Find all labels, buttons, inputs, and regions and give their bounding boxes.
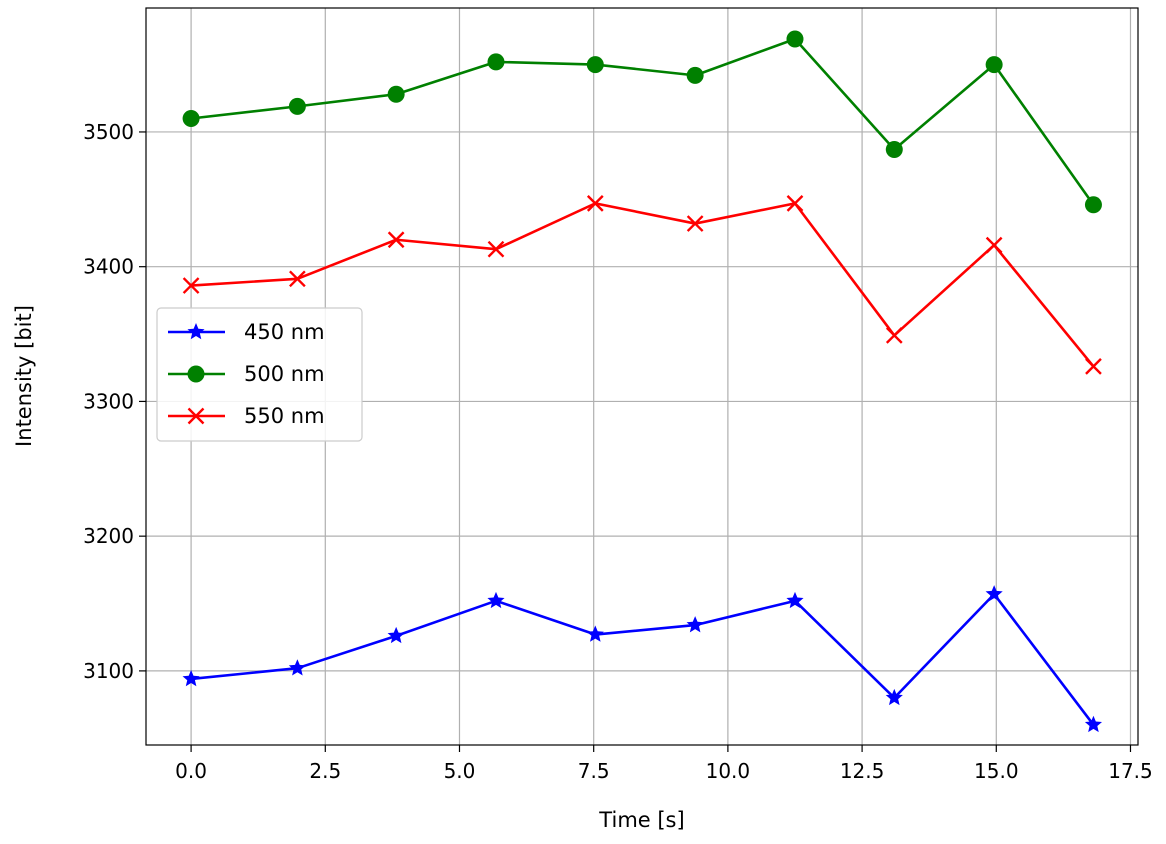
y-tick-label: 3400 <box>83 255 134 279</box>
data-point <box>686 616 704 633</box>
x-tick-label: 15.0 <box>974 759 1019 783</box>
data-point <box>586 195 604 212</box>
series-550-nm <box>182 195 1102 375</box>
legend-item: 550 nm <box>168 404 325 428</box>
data-point <box>985 585 1003 602</box>
data-point <box>686 215 704 232</box>
x-axis-label: Time [s] <box>598 808 684 832</box>
x-tick-label: 0.0 <box>175 759 207 783</box>
data-point <box>387 231 405 249</box>
legend-label: 550 nm <box>244 404 325 428</box>
plot-frame <box>145 7 1139 746</box>
series-line <box>190 592 1095 726</box>
data-point <box>786 195 804 212</box>
data-point <box>985 236 1003 254</box>
x-tick-label: 2.5 <box>309 759 341 783</box>
data-point <box>885 140 903 158</box>
data-point <box>1084 196 1102 214</box>
data-point <box>1084 715 1103 733</box>
data-point <box>387 85 405 103</box>
data-point <box>288 659 306 676</box>
data-point <box>885 327 903 344</box>
x-tick-label: 12.5 <box>840 759 885 783</box>
legend-item: 450 nm <box>168 320 325 344</box>
legend-marker <box>187 407 205 425</box>
y-tick-label: 3500 <box>83 120 134 144</box>
legend: 450 nm 500 nm 550 nm <box>156 307 363 442</box>
data-point <box>985 56 1003 74</box>
series-450-nm <box>182 585 1103 733</box>
series-line <box>190 37 1095 206</box>
y-axis-label: Intensity [bit] <box>12 305 36 447</box>
data-point <box>182 669 200 687</box>
series-line <box>191 202 1095 368</box>
data-point <box>182 277 200 294</box>
legend-marker <box>187 365 205 383</box>
x-tick-label: 17.5 <box>1108 759 1153 783</box>
x-tick-label: 7.5 <box>578 759 610 783</box>
legend-marker <box>187 323 205 340</box>
legend-item: 500 nm <box>168 362 325 386</box>
data-point <box>1085 358 1102 375</box>
data-point <box>487 591 505 609</box>
ticks: 0.0 2.5 5.0 7.5 10.0 12.5 15.0 17.5 3100 3200 3300… <box>83 120 1153 783</box>
data-point <box>487 53 505 71</box>
legend-label: 500 nm <box>244 362 325 386</box>
data-point <box>586 625 604 642</box>
data-point <box>786 30 804 48</box>
data-point <box>182 109 200 127</box>
data-point <box>586 56 604 74</box>
legend-label: 450 nm <box>244 320 325 344</box>
x-tick-label: 10.0 <box>706 759 751 783</box>
y-tick-label: 3200 <box>83 524 134 548</box>
legend-box <box>156 307 363 442</box>
data-point <box>288 97 306 115</box>
data-point <box>686 66 704 84</box>
series-layer <box>182 30 1103 733</box>
data-point <box>885 688 903 706</box>
data-point <box>387 626 405 644</box>
data-point <box>487 240 505 258</box>
y-tick-label: 3100 <box>83 659 134 683</box>
data-point <box>289 270 306 288</box>
x-tick-label: 5.0 <box>444 759 476 783</box>
series-500-nm <box>182 30 1102 214</box>
data-point <box>786 591 804 609</box>
y-tick-label: 3300 <box>83 389 134 413</box>
